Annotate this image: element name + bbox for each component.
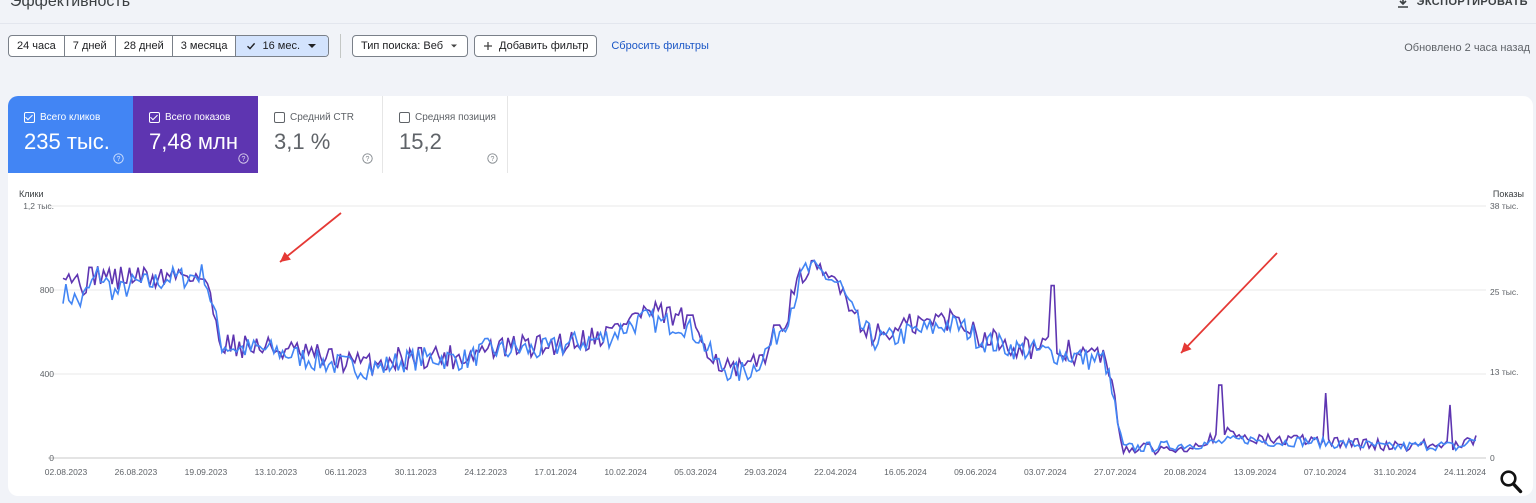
performance-card: Всего кликов 235 тыс. ? Всего показов 7,… — [8, 96, 1533, 496]
x-tick-label: 02.08.2023 — [45, 467, 88, 477]
x-tick-label: 13.09.2024 — [1234, 467, 1277, 477]
x-tick-label: 05.03.2024 — [674, 467, 717, 477]
metric-label: Всего показов — [165, 112, 231, 123]
x-tick-label: 24.11.2024 — [1444, 467, 1486, 477]
help-icon[interactable]: ? — [113, 153, 124, 164]
updated-status: Обновлено 2 часа назад — [1404, 42, 1530, 54]
add-filter-button[interactable]: Добавить фильтр — [474, 35, 598, 57]
add-filter-label: Добавить фильтр — [499, 40, 589, 52]
svg-text:?: ? — [366, 156, 370, 163]
x-tick-label: 30.11.2023 — [395, 467, 437, 477]
right-tick-label: 25 тыс. — [1490, 287, 1518, 297]
right-tick-label: 0 — [1490, 453, 1495, 463]
x-tick-label: 29.03.2024 — [744, 467, 787, 477]
x-tick-label: 09.06.2024 — [954, 467, 997, 477]
annotation-arrow-head — [1181, 342, 1192, 353]
search-type-label: Тип поиска: Веб — [361, 40, 444, 52]
range-16m-label: 16 мес. — [262, 40, 301, 52]
x-tick-label: 31.10.2024 — [1374, 467, 1417, 477]
help-icon[interactable]: ? — [362, 153, 373, 164]
metric-value: 15,2 — [399, 129, 442, 154]
toolbar-divider — [340, 34, 342, 58]
performance-chart[interactable]: Клики Показы 1,2 тыс. 800 400 0 38 тыс. 25 тыс.… — [8, 96, 1533, 496]
right-tick-label: 38 тыс. — [1490, 201, 1518, 211]
reset-filters-link[interactable]: Сбросить фильтры — [611, 40, 709, 52]
caret-down-icon — [451, 44, 458, 48]
range-24h-button[interactable]: 24 часа — [9, 36, 65, 56]
caret-down-icon — [308, 44, 317, 48]
help-icon[interactable]: ? — [238, 153, 249, 164]
metric-card-ctr[interactable]: Средний CTR 3,1 % ? — [258, 96, 383, 173]
title-divider — [0, 23, 1536, 24]
left-axis-title: Клики — [19, 189, 44, 199]
date-range-group: 24 часа 7 дней 28 дней 3 месяца 16 мес. — [8, 35, 330, 57]
svg-text:?: ? — [242, 156, 246, 163]
export-button[interactable]: ЭКСПОРТИРОВАТЬ — [1397, 0, 1528, 8]
x-tick-label: 27.07.2024 — [1094, 467, 1137, 477]
range-7d-button[interactable]: 7 дней — [65, 36, 116, 56]
checkbox-icon[interactable] — [399, 112, 410, 123]
x-tick-label: 20.08.2024 — [1164, 467, 1207, 477]
metric-card-impressions[interactable]: Всего показов 7,48 млн ? — [133, 96, 258, 173]
range-16m-button[interactable]: 16 мес. — [236, 36, 329, 56]
metric-card-position[interactable]: Средняя позиция 15,2 ? — [383, 96, 508, 173]
left-tick-label: 1,2 тыс. — [23, 201, 54, 211]
annotation-arrow-line — [1180, 252, 1278, 354]
x-tick-label: 17.01.2024 — [534, 467, 577, 477]
svg-text:?: ? — [117, 156, 121, 163]
export-label: ЭКСПОРТИРОВАТЬ — [1416, 0, 1528, 8]
left-tick-label: 0 — [49, 453, 54, 463]
magnifier-icon[interactable] — [1499, 469, 1523, 495]
help-icon[interactable]: ? — [487, 153, 498, 164]
x-tick-label: 26.08.2023 — [115, 467, 158, 477]
search-type-dropdown[interactable]: Тип поиска: Веб — [352, 35, 469, 57]
check-icon — [247, 42, 256, 50]
x-tick-label: 16.05.2024 — [884, 467, 927, 477]
left-tick-label: 400 — [40, 369, 54, 379]
page-title: Эффективность — [10, 0, 131, 10]
x-tick-label: 24.12.2023 — [464, 467, 507, 477]
metric-label: Средняя позиция — [415, 112, 496, 123]
x-tick-label: 03.07.2024 — [1024, 467, 1067, 477]
checkbox-icon[interactable] — [24, 112, 35, 123]
x-tick-label: 07.10.2024 — [1304, 467, 1347, 477]
right-tick-label: 13 тыс. — [1490, 367, 1518, 377]
x-tick-label: 13.10.2023 — [255, 467, 298, 477]
x-tick-label: 22.04.2024 — [814, 467, 857, 477]
metric-label: Средний CTR — [290, 112, 354, 123]
filter-toolbar: 24 часа 7 дней 28 дней 3 месяца 16 мес. … — [8, 34, 709, 58]
annotation-arrow-line — [279, 212, 342, 263]
range-28d-button[interactable]: 28 дней — [116, 36, 173, 56]
download-icon — [1397, 0, 1408, 8]
x-tick-label: 19.09.2023 — [185, 467, 228, 477]
svg-text:?: ? — [491, 156, 495, 163]
metric-value: 3,1 % — [274, 129, 331, 154]
metric-label: Всего кликов — [40, 112, 101, 123]
right-axis-title: Показы — [1493, 189, 1524, 199]
x-tick-label: 06.11.2023 — [325, 467, 367, 477]
checkbox-icon[interactable] — [149, 112, 160, 123]
plus-icon — [484, 42, 493, 50]
metric-value: 235 тыс. — [24, 129, 110, 154]
metric-value: 7,48 млн — [149, 129, 239, 154]
range-3m-button[interactable]: 3 месяца — [173, 36, 237, 56]
annotation-arrow-head — [280, 251, 291, 262]
x-tick-label: 10.02.2024 — [604, 467, 647, 477]
left-tick-label: 800 — [40, 285, 54, 295]
metric-card-clicks[interactable]: Всего кликов 235 тыс. ? — [8, 96, 133, 173]
clicks-series-line — [62, 259, 1476, 453]
checkbox-icon[interactable] — [274, 112, 285, 123]
